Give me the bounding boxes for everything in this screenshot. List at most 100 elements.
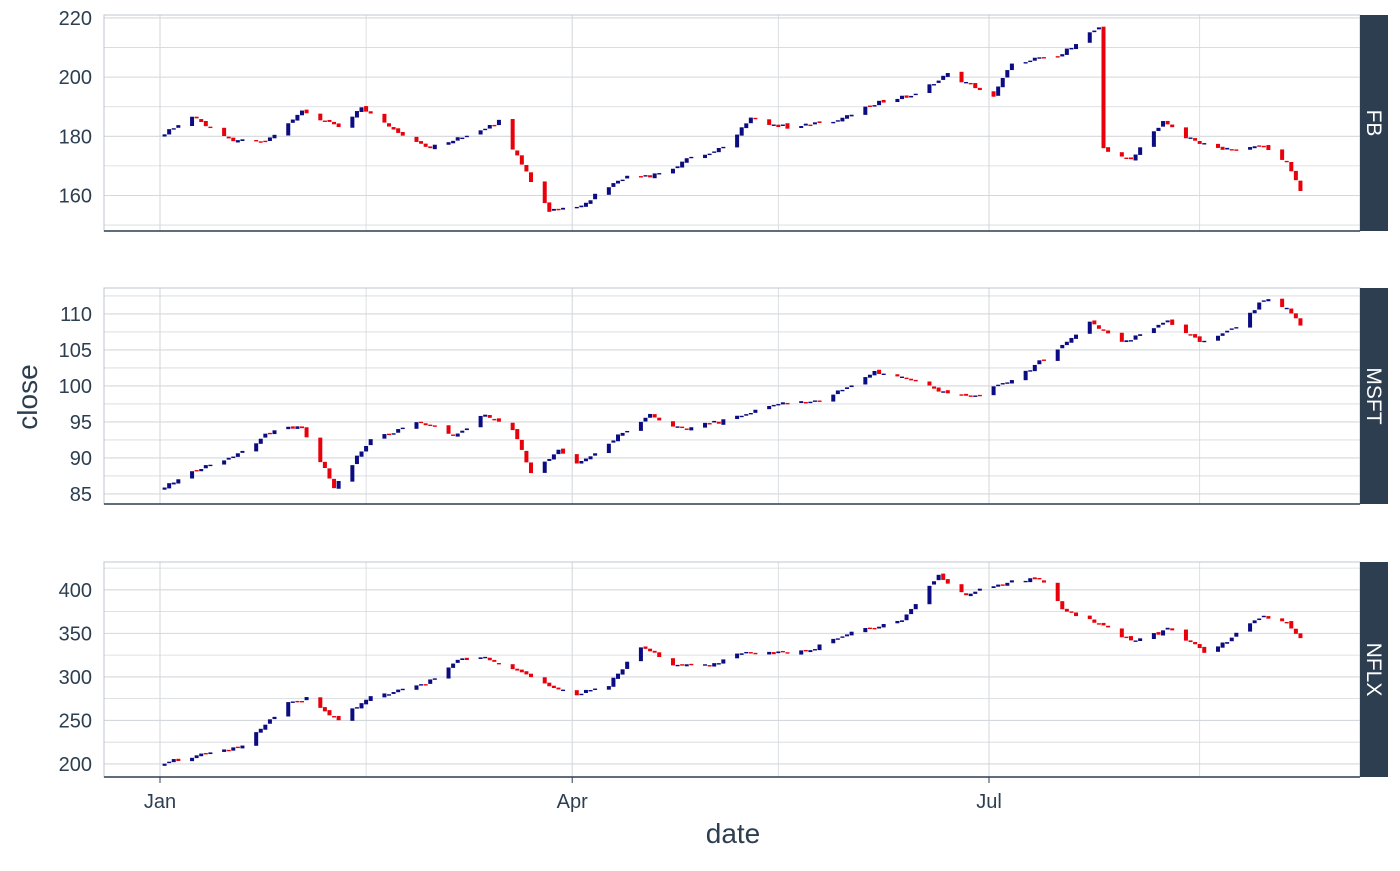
candle-up — [391, 692, 396, 694]
candle-down — [680, 426, 685, 429]
candle-down — [904, 377, 909, 380]
candle-up — [689, 427, 694, 431]
candle-up — [611, 183, 616, 187]
candle-down — [263, 140, 268, 143]
candle-up — [167, 483, 172, 489]
candle-up — [1028, 60, 1033, 63]
candle-down — [895, 374, 900, 377]
candle-up — [190, 757, 195, 762]
candle-up — [254, 443, 259, 452]
candle-down — [648, 648, 653, 652]
candle-up — [1248, 623, 1253, 632]
candle-down — [496, 418, 501, 422]
candle-up — [1165, 320, 1170, 323]
panel-nflx: 200 250 300 350 400 NFLX — [59, 561, 1388, 778]
candle-up — [712, 420, 717, 423]
candle-down — [803, 649, 808, 652]
candle-up — [1037, 57, 1042, 59]
candle-up — [359, 107, 364, 112]
candle-up — [964, 81, 969, 84]
candle-up — [382, 434, 387, 439]
candle-up — [1220, 333, 1225, 336]
candle-up — [588, 456, 593, 460]
candle-up — [799, 126, 804, 128]
candle-down — [1037, 577, 1042, 580]
candle-down — [336, 123, 341, 128]
candle-up — [1133, 640, 1138, 642]
candle-up — [574, 206, 579, 209]
candle-up — [483, 656, 488, 659]
candle-up — [611, 677, 616, 687]
candle-up — [199, 753, 204, 757]
candle-down — [1266, 616, 1271, 619]
candle-up — [588, 200, 593, 204]
candle-up — [712, 151, 717, 153]
candle-up — [304, 697, 309, 701]
candle-up — [1005, 382, 1010, 384]
candle-up — [451, 140, 456, 144]
candle-up — [199, 469, 204, 472]
candle-down — [968, 395, 973, 397]
candle-up — [808, 650, 813, 653]
candle-down — [432, 425, 437, 427]
candle-up — [849, 114, 854, 117]
candle-down — [1124, 157, 1129, 160]
candle-up — [1257, 618, 1262, 621]
facet-strip-label: FB — [1362, 110, 1385, 137]
candle-down — [1170, 628, 1175, 631]
candle-down — [753, 652, 758, 655]
candle-down — [945, 579, 950, 584]
candle-up — [684, 158, 689, 163]
candle-up — [1284, 307, 1289, 310]
candle-down — [1183, 629, 1188, 641]
candle-down — [1280, 149, 1285, 160]
candle-up — [547, 459, 552, 461]
candle-down — [524, 164, 529, 172]
candle-down — [1298, 318, 1303, 326]
candles-msft — [162, 298, 1303, 490]
candle-up — [272, 716, 277, 720]
candle-down — [652, 414, 657, 418]
candle-down — [652, 650, 657, 653]
candle-up — [354, 455, 359, 465]
candle-up — [235, 453, 240, 457]
candle-up — [1248, 147, 1253, 150]
candle-up — [1064, 341, 1069, 346]
candle-up — [996, 584, 1001, 587]
candle-up — [606, 443, 611, 454]
candle-up — [1060, 54, 1065, 57]
candle-up — [231, 747, 236, 751]
candle-up — [460, 137, 465, 140]
candle-up — [1124, 340, 1129, 343]
candle-up — [1032, 364, 1037, 372]
candle-up — [1165, 627, 1170, 630]
candle-down — [528, 462, 533, 474]
candle-down — [492, 418, 497, 421]
candle-down — [556, 208, 561, 211]
candle-down — [1293, 313, 1298, 319]
candle-up — [1133, 154, 1138, 161]
candle-up — [620, 432, 625, 436]
candle-down — [1298, 180, 1303, 191]
candle-up — [1138, 334, 1143, 336]
candle-down — [680, 664, 685, 666]
candle-up — [464, 428, 469, 431]
candle-down — [322, 707, 327, 712]
candle-up — [606, 686, 611, 690]
y-tick-label: 250 — [59, 710, 92, 732]
candle-down — [387, 123, 392, 127]
candle-up — [267, 137, 272, 141]
candle-up — [1261, 300, 1266, 302]
candle-up — [432, 678, 437, 680]
candle-up — [863, 628, 868, 633]
candle-down — [1229, 149, 1234, 151]
candle-down — [199, 119, 204, 122]
candle-up — [735, 415, 740, 420]
candle-up — [446, 142, 451, 145]
candle-down — [451, 434, 456, 436]
candle-down — [1101, 26, 1106, 149]
candle-up — [455, 433, 460, 437]
candle-down — [327, 468, 332, 479]
candle-up — [945, 73, 950, 77]
candle-down — [716, 421, 721, 424]
